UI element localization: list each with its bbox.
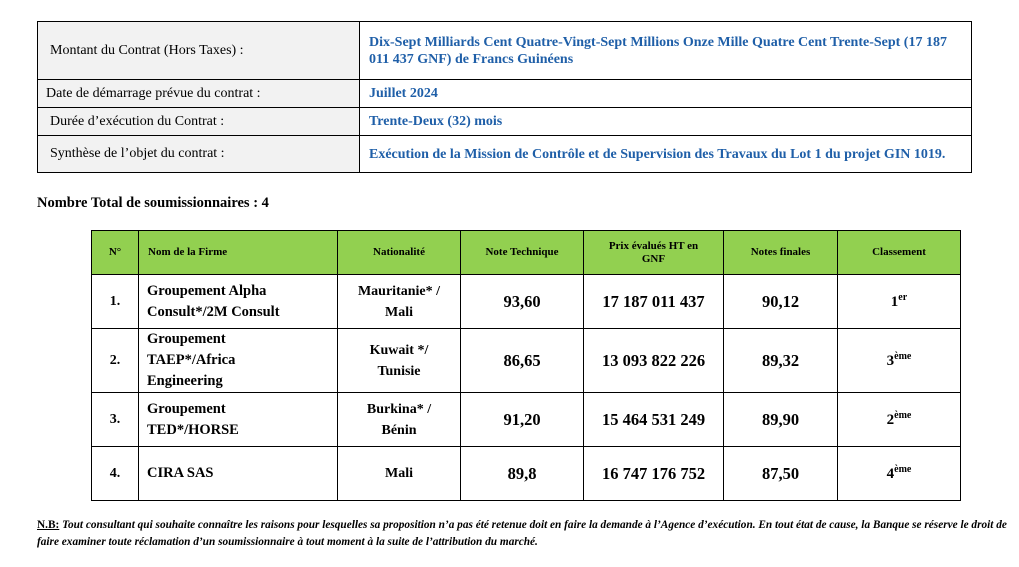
cell-number: 4. — [91, 446, 139, 501]
contract-value-duration: Trente-Deux (32) mois — [359, 107, 972, 136]
table-row: 1. Groupement Alpha Consult*/2M Consult … — [91, 274, 961, 329]
cell-technical-score: 91,20 — [460, 392, 584, 447]
contract-label-start-date: Date de démarrage prévue du contrat : — [37, 79, 360, 108]
rank-suffix: er — [898, 292, 908, 303]
header-rank: Classement — [837, 230, 961, 275]
rank-suffix: ème — [894, 351, 912, 362]
bidders-table: N° Nom de la Firme Nationalité Note Tech… — [91, 230, 961, 501]
header-price: Prix évalués HT en GNF — [583, 230, 724, 275]
cell-firm: Groupement Alpha Consult*/2M Consult — [138, 274, 338, 329]
contract-row-duration: Durée d’exécution du Contrat : Trente-De… — [37, 107, 972, 136]
cell-firm: Groupement TED*/HORSE — [138, 392, 338, 447]
contract-value-amount: Dix-Sept Milliards Cent Quatre-Vingt-Sep… — [359, 21, 972, 80]
cell-rank: 1er — [837, 274, 961, 329]
cell-technical-score: 86,65 — [460, 328, 584, 393]
cell-price: 16 747 176 752 — [583, 446, 724, 501]
contract-info-table: Montant du Contrat (Hors Taxes) : Dix-Se… — [37, 21, 972, 173]
header-number: N° — [91, 230, 139, 275]
footnote: N.B: Tout consultant qui souhaite connaî… — [37, 517, 1012, 551]
footnote-prefix: N.B: — [37, 519, 60, 531]
table-row: 4. CIRA SAS Mali 89,8 16 747 176 752 87,… — [91, 446, 961, 501]
cell-number: 1. — [91, 274, 139, 329]
rank-value: 4 — [886, 466, 895, 482]
cell-final-score: 87,50 — [723, 446, 838, 501]
cell-rank: 3ème — [837, 328, 961, 393]
cell-price: 15 464 531 249 — [583, 392, 724, 447]
cell-nationality: Burkina* / Bénin — [337, 392, 461, 447]
total-bidders: Nombre Total de soumissionnaires : 4 — [37, 195, 269, 211]
rank-suffix: ème — [894, 464, 912, 475]
cell-number: 3. — [91, 392, 139, 447]
rank-value: 2 — [886, 412, 895, 428]
cell-number: 2. — [91, 328, 139, 393]
cell-nationality: Mauritanie* / Mali — [337, 274, 461, 329]
cell-price: 13 093 822 226 — [583, 328, 724, 393]
header-final-score: Notes finales — [723, 230, 838, 275]
bidders-header-row: N° Nom de la Firme Nationalité Note Tech… — [91, 230, 961, 275]
cell-technical-score: 89,8 — [460, 446, 584, 501]
cell-nationality: Kuwait */ Tunisie — [337, 328, 461, 393]
table-row: 2. Groupement TAEP*/Africa Engineering K… — [91, 328, 961, 393]
header-technical-score: Note Technique — [460, 230, 584, 275]
rank-suffix: ème — [894, 410, 912, 421]
contract-label-object: Synthèse de l’objet du contrat : — [37, 135, 360, 173]
cell-rank: 2ème — [837, 392, 961, 447]
contract-label-amount: Montant du Contrat (Hors Taxes) : — [37, 21, 360, 80]
cell-nationality: Mali — [337, 446, 461, 501]
rank-value: 1 — [890, 294, 899, 310]
cell-final-score: 89,32 — [723, 328, 838, 393]
contract-value-start-date: Juillet 2024 — [359, 79, 972, 108]
cell-firm: Groupement TAEP*/Africa Engineering — [138, 328, 338, 393]
cell-price: 17 187 011 437 — [583, 274, 724, 329]
contract-row-start-date: Date de démarrage prévue du contrat : Ju… — [37, 79, 972, 108]
contract-value-object: Exécution de la Mission de Contrôle et d… — [359, 135, 972, 173]
contract-row-object: Synthèse de l’objet du contrat : Exécuti… — [37, 135, 972, 173]
contract-label-duration: Durée d’exécution du Contrat : — [37, 107, 360, 136]
cell-final-score: 89,90 — [723, 392, 838, 447]
footnote-text: Tout consultant qui souhaite connaître l… — [37, 519, 1007, 548]
cell-firm: CIRA SAS — [138, 446, 338, 501]
header-nationality: Nationalité — [337, 230, 461, 275]
cell-technical-score: 93,60 — [460, 274, 584, 329]
cell-rank: 4ème — [837, 446, 961, 501]
rank-value: 3 — [886, 353, 895, 369]
cell-final-score: 90,12 — [723, 274, 838, 329]
table-row: 3. Groupement TED*/HORSE Burkina* / Béni… — [91, 392, 961, 447]
contract-row-amount: Montant du Contrat (Hors Taxes) : Dix-Se… — [37, 21, 972, 80]
header-firm: Nom de la Firme — [138, 230, 338, 275]
